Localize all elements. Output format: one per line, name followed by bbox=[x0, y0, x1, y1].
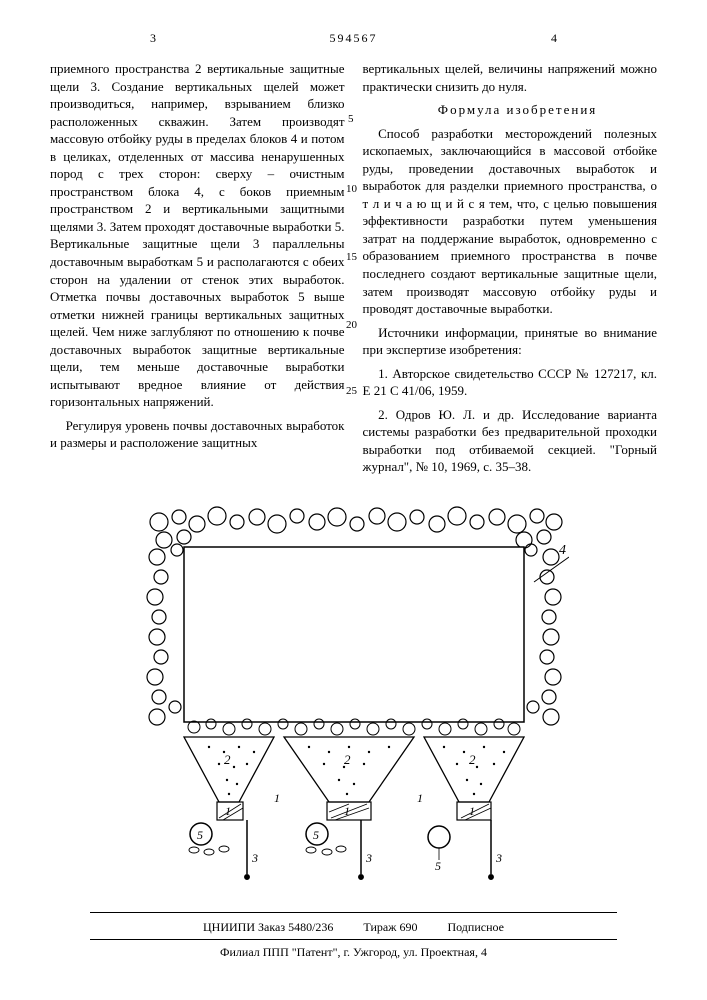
line-number: 15 bbox=[346, 250, 357, 265]
figure-label-3: 3 bbox=[365, 851, 372, 865]
figure-label-1: 1 bbox=[417, 791, 423, 805]
figure-label-1: 1 bbox=[469, 804, 475, 818]
reference-item: 1. Авторское свидетельство СССР № 127217… bbox=[363, 365, 658, 400]
figure-label-2: 2 bbox=[469, 752, 476, 767]
footer-circulation: Тираж 690 bbox=[363, 919, 417, 935]
left-column: приемного пространства 2 вертикальные за… bbox=[50, 60, 345, 482]
page-footer: ЦНИИПИ Заказ 5480/236 Тираж 690 Подписно… bbox=[50, 912, 657, 960]
floor-ore bbox=[189, 846, 346, 855]
figure-label-5: 5 bbox=[435, 859, 441, 873]
label-leader bbox=[534, 557, 569, 582]
footer-address: Филиал ППП "Патент", г. Ужгород, ул. Про… bbox=[50, 944, 657, 960]
body-paragraph: вертикальных щелей, величины напряжений … bbox=[363, 60, 658, 95]
figure-label-2: 2 bbox=[344, 752, 351, 767]
body-paragraph: Способ разработки месторождений полезных… bbox=[363, 125, 658, 318]
page-header: 3 594567 4 bbox=[50, 30, 657, 60]
figure-label-3: 3 bbox=[495, 851, 502, 865]
reference-item: 2. Одров Ю. Л. и др. Исследование вариан… bbox=[363, 406, 658, 476]
haulage-drift bbox=[190, 823, 450, 848]
figure-label-4: 4 bbox=[559, 543, 566, 558]
document-number: 594567 bbox=[330, 30, 378, 46]
block-cavity bbox=[184, 547, 524, 722]
protective-slits bbox=[244, 820, 492, 879]
figure-label-5: 5 bbox=[313, 828, 319, 842]
body-paragraph: Источники информации, принятые во вниман… bbox=[363, 324, 658, 359]
page-number-left: 3 bbox=[150, 30, 156, 46]
figure-label-1: 1 bbox=[225, 804, 231, 818]
receiving-funnels bbox=[184, 737, 524, 802]
line-number: 25 bbox=[346, 384, 357, 399]
mining-diagram: 4 2 2 2 bbox=[139, 502, 569, 882]
figure-label-1: 1 bbox=[344, 804, 350, 818]
body-paragraph: Регулируя уровень почвы доставочных выра… bbox=[50, 417, 345, 452]
formula-heading: Формула изобретения bbox=[363, 101, 658, 119]
line-number: 10 bbox=[346, 182, 357, 197]
page-number-right: 4 bbox=[551, 30, 557, 46]
pillar bbox=[217, 802, 491, 820]
figure-label-2: 2 bbox=[224, 752, 231, 767]
figure-label-1: 1 bbox=[274, 791, 280, 805]
right-column: вертикальных щелей, величины напряжений … bbox=[363, 60, 658, 482]
footer-subscription: Подписное bbox=[447, 919, 504, 935]
line-number: 5 bbox=[348, 112, 354, 127]
figure-label-3: 3 bbox=[251, 851, 258, 865]
line-number: 20 bbox=[346, 318, 357, 333]
footer-order: ЦНИИПИ Заказ 5480/236 bbox=[203, 919, 333, 935]
body-paragraph: приемного пространства 2 вертикальные за… bbox=[50, 60, 345, 411]
figure-label-5: 5 bbox=[197, 828, 203, 842]
